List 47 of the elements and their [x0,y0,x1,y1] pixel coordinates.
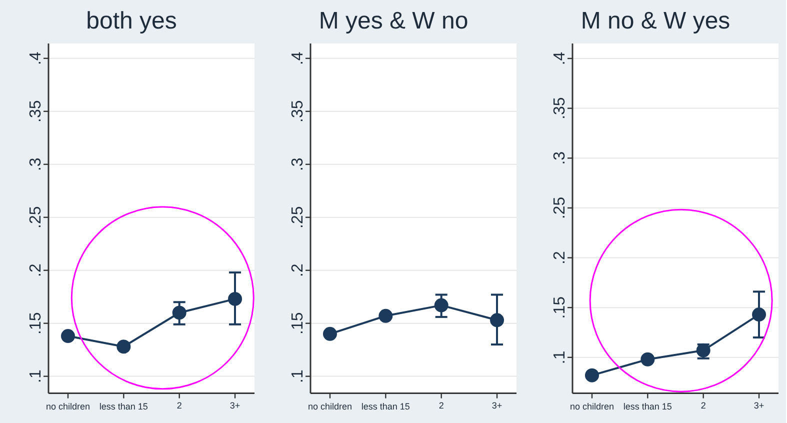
y-tick-label: .25 [28,206,44,228]
y-tick-label: .35 [290,100,306,122]
x-tick-label: less than 15 [99,401,148,412]
chart-title: both yes [86,8,177,34]
chart-title: M yes & W no [318,8,468,34]
y-tick-label: .15 [28,312,44,334]
y-tick-label: .4 [552,52,568,66]
y-tick-label: .25 [552,196,568,220]
x-tick-label: 2 [176,400,182,410]
y-tick-label: .2 [290,264,306,277]
point [490,313,504,328]
y-tick-label: .1 [290,370,306,383]
y-tick-label: .3 [28,158,44,172]
x-tick-label: 3+ [230,400,240,410]
x-tick-label: no children [570,401,614,412]
y-tick-label: .35 [552,97,568,120]
x-tick-label: less than 15 [623,401,672,412]
y-tick-label: .1 [28,370,44,383]
y-tick-label: .2 [28,264,44,277]
y-tick-label: .4 [290,52,306,66]
point [172,306,186,320]
x-tick-label: no children [308,401,352,412]
x-tick-label: 2 [700,400,706,410]
point [434,298,448,312]
point [752,308,766,322]
x-tick-label: 2 [438,400,444,410]
y-tick-label: .4 [28,52,44,66]
point [640,352,655,366]
point [228,292,242,306]
point [584,368,599,382]
y-tick-label: .35 [28,100,44,122]
y-tick-label: .15 [552,296,568,319]
y-tick-label: .2 [552,250,568,264]
x-tick-label: 3+ [492,400,502,410]
y-tick-label: .3 [552,151,568,165]
y-tick-label: .25 [290,206,306,228]
y-tick-label: .1 [552,350,568,364]
point [116,340,131,354]
x-tick-label: no children [46,401,90,412]
y-tick-label: .3 [290,158,306,172]
point [322,326,337,341]
point [378,308,393,323]
chart-title: M no & W yes [580,8,730,34]
x-tick-label: 3+ [754,400,764,410]
y-tick-label: .15 [290,312,306,334]
point [60,329,75,344]
x-tick-label: less than 15 [361,401,410,412]
